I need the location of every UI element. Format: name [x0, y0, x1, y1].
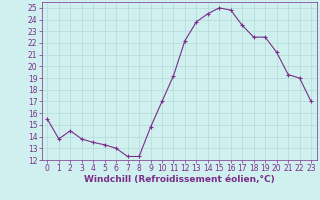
X-axis label: Windchill (Refroidissement éolien,°C): Windchill (Refroidissement éolien,°C): [84, 175, 275, 184]
